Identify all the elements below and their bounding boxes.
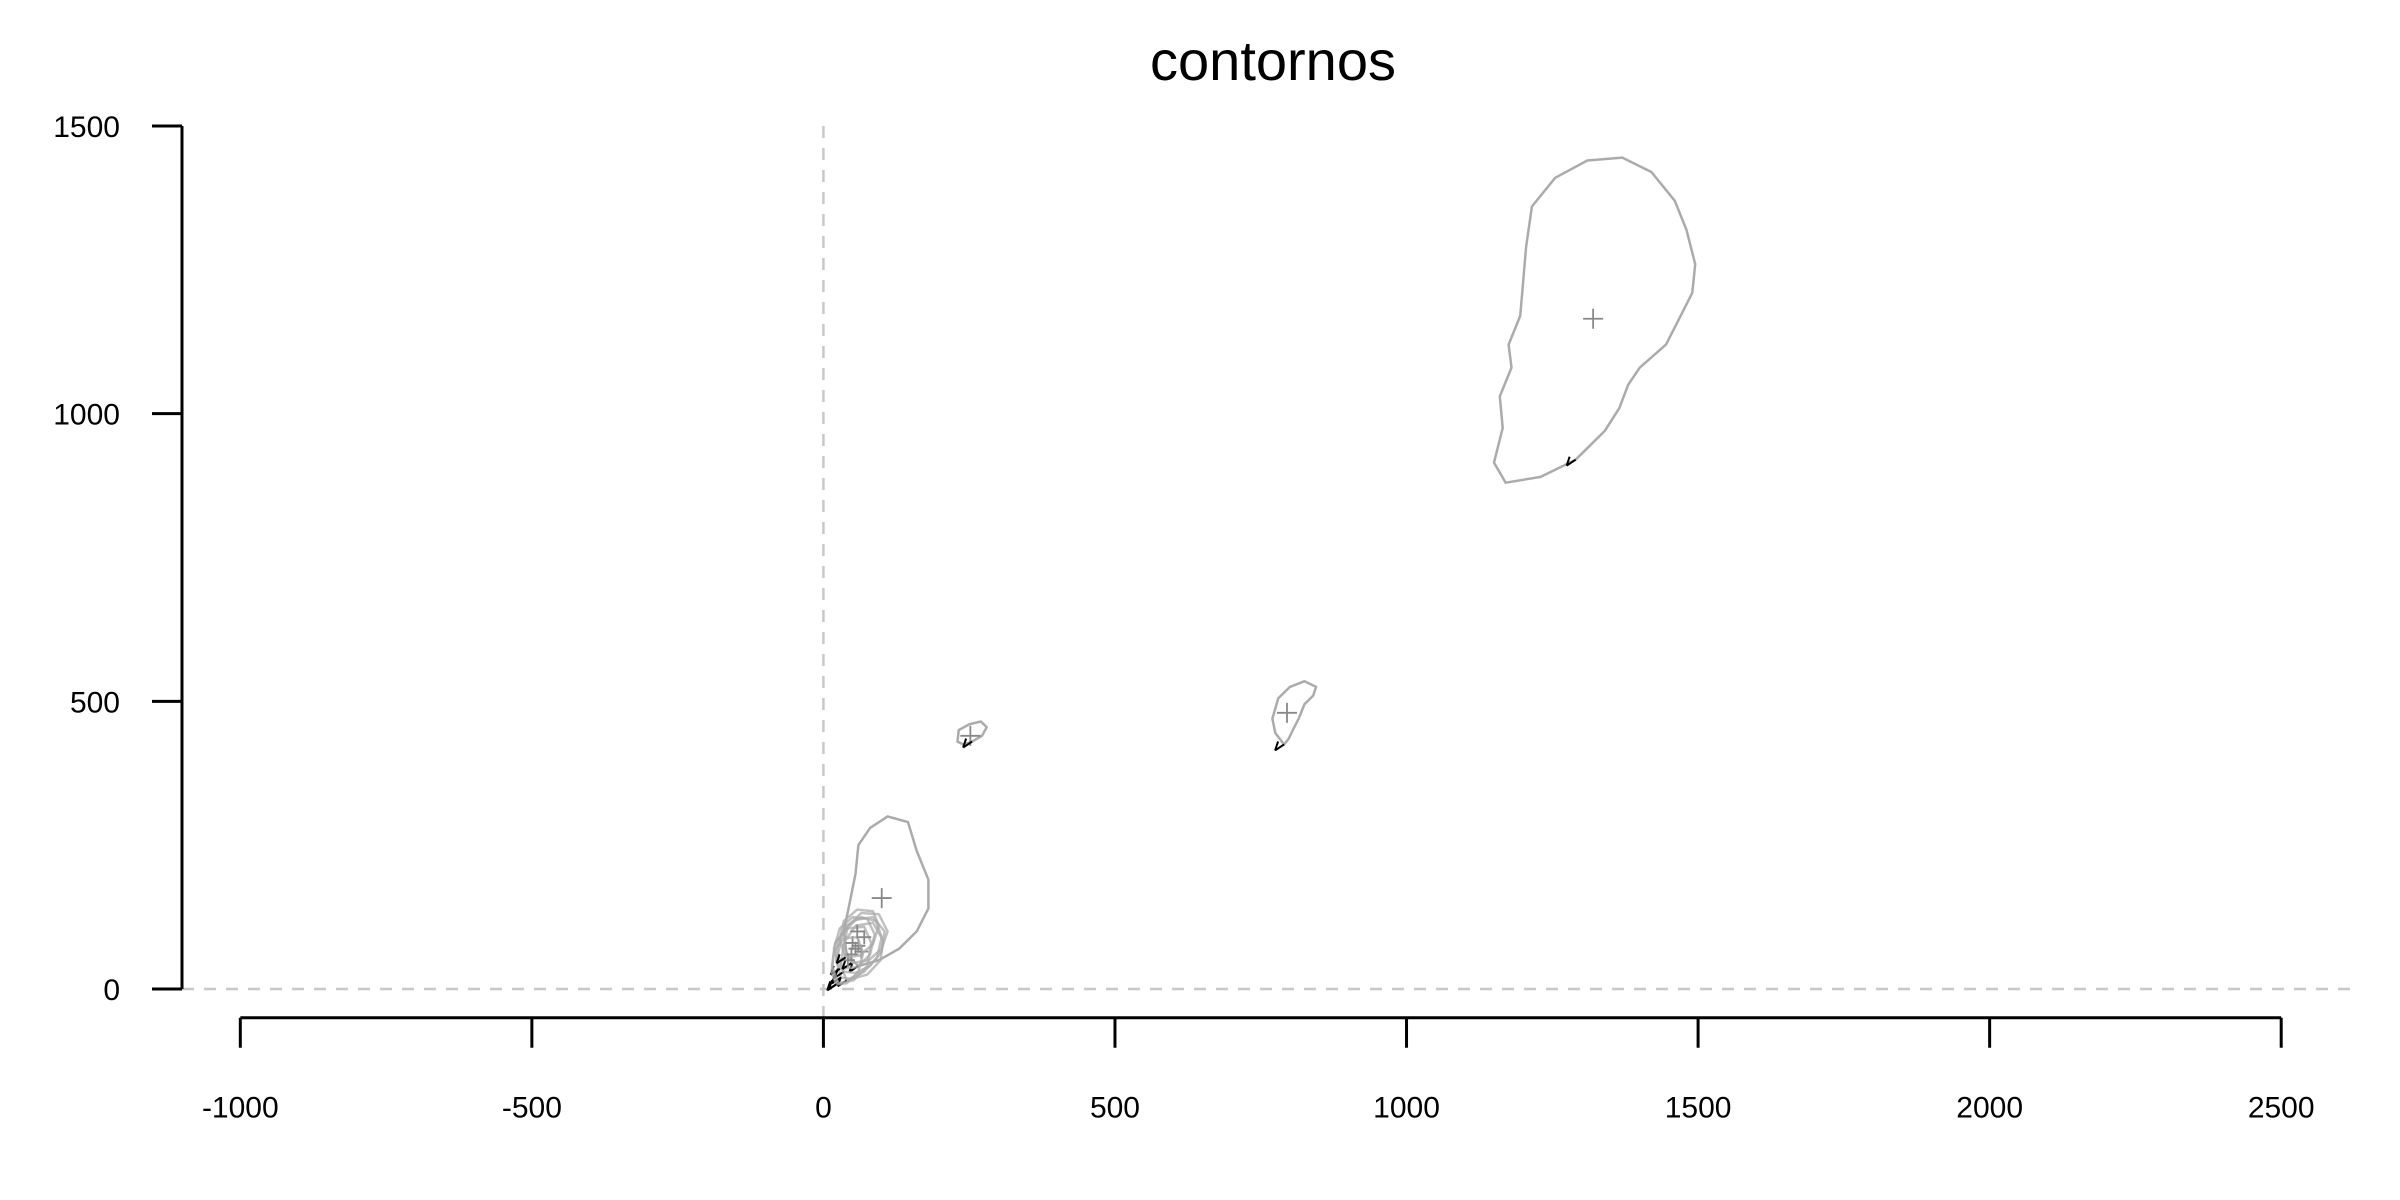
x-tick-label: 2000 [1956, 1092, 2023, 1125]
x-tick-label: 0 [815, 1092, 832, 1125]
contour-12 [838, 908, 881, 959]
x-tick-label: 500 [1090, 1092, 1140, 1125]
contour-8 [839, 921, 885, 982]
centroid-marker [871, 888, 892, 909]
y-tick-label: 500 [70, 686, 120, 719]
centroid-marker [1583, 308, 1604, 329]
centroid-marker [840, 953, 855, 968]
reference-lines [182, 126, 2360, 1018]
x-tick-label: -500 [502, 1092, 562, 1125]
centroid-marker [1276, 702, 1297, 723]
start-marker [962, 738, 973, 749]
axes: -1000 -500 0 500 1000 1500 2000 2500 0 500 1000 150… [53, 111, 2314, 1125]
x-tick-label: 1000 [1373, 1092, 1440, 1125]
centroid-marker [857, 930, 872, 945]
contour-2 [1271, 679, 1318, 746]
y-tick-label: 0 [103, 974, 120, 1007]
start-marker [1565, 456, 1577, 467]
contours [826, 156, 1697, 992]
start-marker [835, 954, 847, 965]
y-tick-label: 1000 [53, 399, 120, 432]
x-tick-label: 2500 [2248, 1092, 2315, 1125]
centroid-marker [850, 924, 865, 939]
start-marker [841, 959, 852, 970]
x-tick-label: 1500 [1665, 1092, 1732, 1125]
start-marker [1274, 741, 1285, 752]
contour-1 [1492, 156, 1697, 484]
contour-3 [956, 720, 988, 746]
y-tick-label: 1500 [53, 111, 120, 144]
start-marker [826, 981, 837, 992]
chart-title: contornos [1150, 29, 1396, 92]
x-tick-label: -1000 [202, 1092, 279, 1125]
